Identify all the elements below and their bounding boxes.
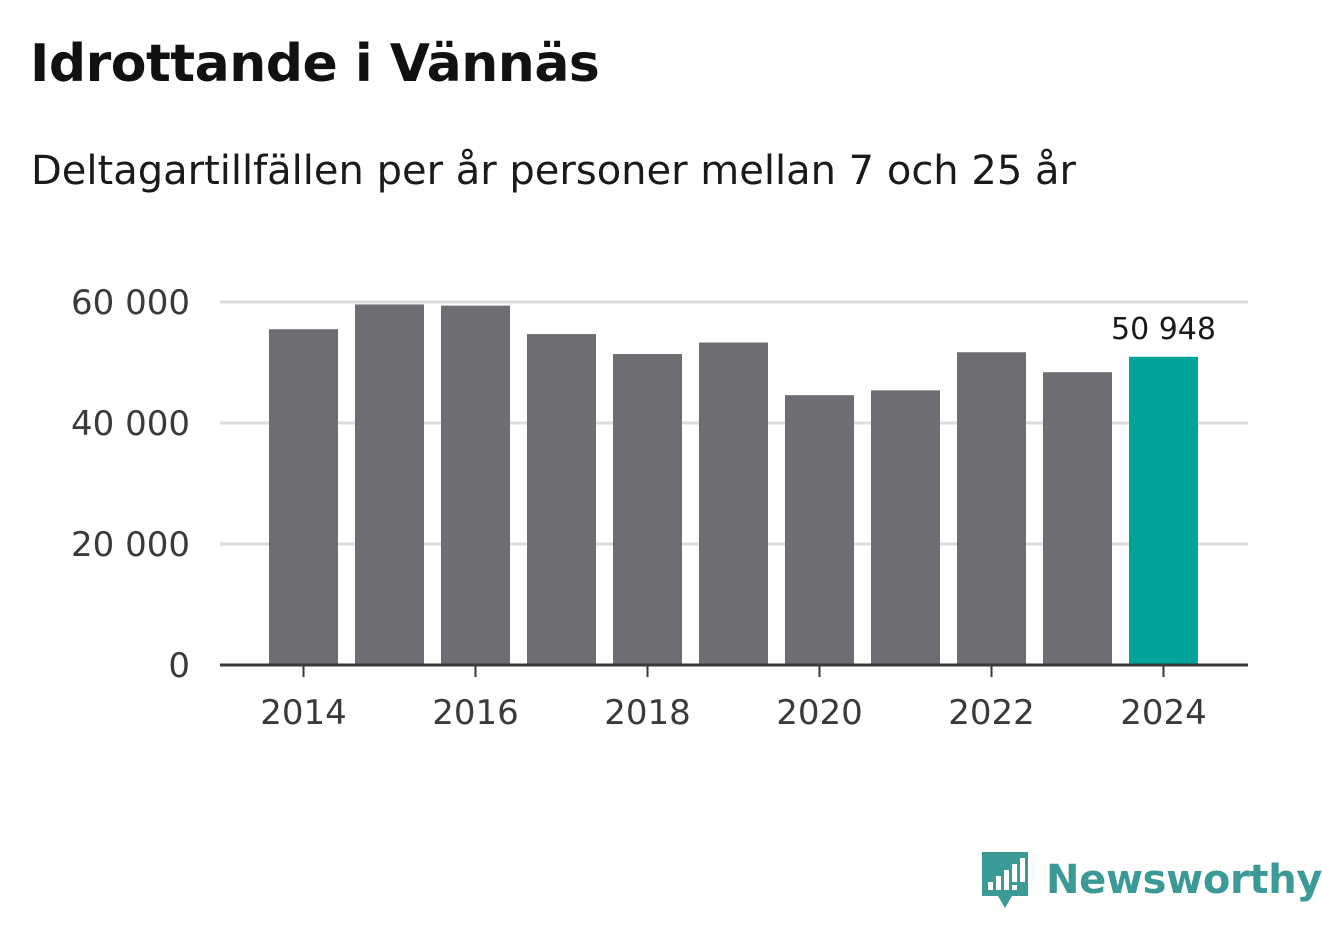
bar-2014 [269,329,338,665]
x-tick-label: 2016 [432,693,519,733]
y-tick-label: 0 [168,646,190,686]
bar-2020 [785,395,854,665]
x-tick-label: 2014 [260,693,347,733]
y-tick-label: 20 000 [71,525,190,565]
data-labels: 50 948 [1111,312,1216,347]
x-tick-label: 2022 [948,693,1035,733]
bar-2021 [871,390,940,665]
bar-2023 [1043,372,1112,665]
x-tick-label: 2018 [604,693,691,733]
bar-2019 [699,342,768,665]
x-axis: 2014 2016 2018 2020 2022 2024 [220,663,1248,733]
x-tick-label: 2024 [1120,693,1207,733]
newsworthy-logo: Newsworthy [980,848,1322,912]
bars [269,304,1198,665]
highlight-data-label: 50 948 [1111,312,1216,347]
y-axis-labels: 0 20 000 40 000 60 000 [71,283,190,686]
newsworthy-logo-icon [982,852,1028,908]
bar-2024 [1129,356,1198,665]
chart-subtitle: Deltagartillfällen per år personer mella… [31,148,1076,194]
bar-2022 [957,352,1026,665]
bar-2015 [355,304,424,665]
y-tick-label: 40 000 [71,404,190,444]
bar-2016 [441,305,510,665]
chart-title: Idrottande i Vännäs [30,34,600,94]
brand-name: Newsworthy [1046,857,1322,903]
bar-2018 [613,354,682,665]
y-tick-label: 60 000 [71,283,190,323]
bar-2017 [527,334,596,665]
x-tick-label: 2020 [776,693,863,733]
